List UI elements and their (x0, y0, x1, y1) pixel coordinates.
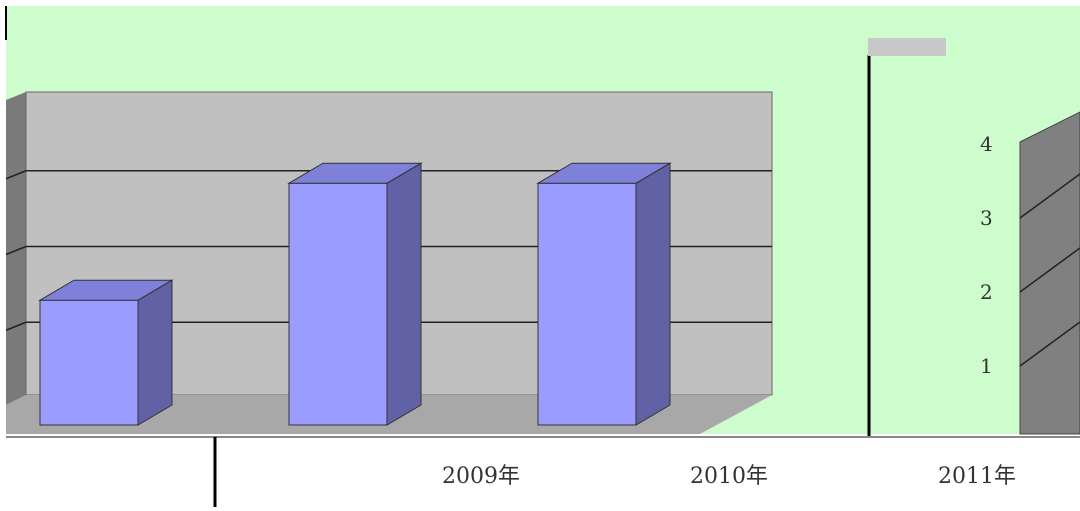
bar-front (537, 182, 637, 426)
gridline (1019, 173, 1080, 219)
bar-top (536, 162, 672, 184)
right-panel-gridlines (1019, 173, 1080, 367)
x-tick-label: 2011年 (938, 464, 1016, 489)
x-tick-label: 2009年 (442, 464, 520, 489)
bar (38, 279, 174, 426)
gridline (5, 321, 27, 331)
bar-side (137, 279, 173, 426)
gridline (5, 245, 27, 256)
y-tick-label: 4 (980, 132, 993, 156)
bar-front (288, 182, 388, 426)
bar-top (287, 162, 423, 184)
title-decoration (868, 38, 946, 56)
bar-side (386, 162, 422, 426)
axis-band (218, 439, 1080, 507)
gridline (5, 170, 27, 180)
x-tick-label: 2010年 (690, 464, 768, 489)
bar (287, 162, 423, 426)
gridline (1019, 247, 1080, 293)
bars (38, 162, 672, 426)
y-tick-label: 3 (980, 206, 993, 230)
bar-top (38, 279, 174, 301)
side-wall (6, 92, 26, 405)
right-panel-wall (1019, 111, 1080, 435)
gridline (1019, 321, 1080, 367)
y-tick-label: 2 (980, 280, 993, 304)
bar (536, 162, 672, 426)
y-tick-label: 1 (980, 354, 993, 378)
bar-side (635, 162, 671, 426)
bar-front (39, 299, 139, 426)
